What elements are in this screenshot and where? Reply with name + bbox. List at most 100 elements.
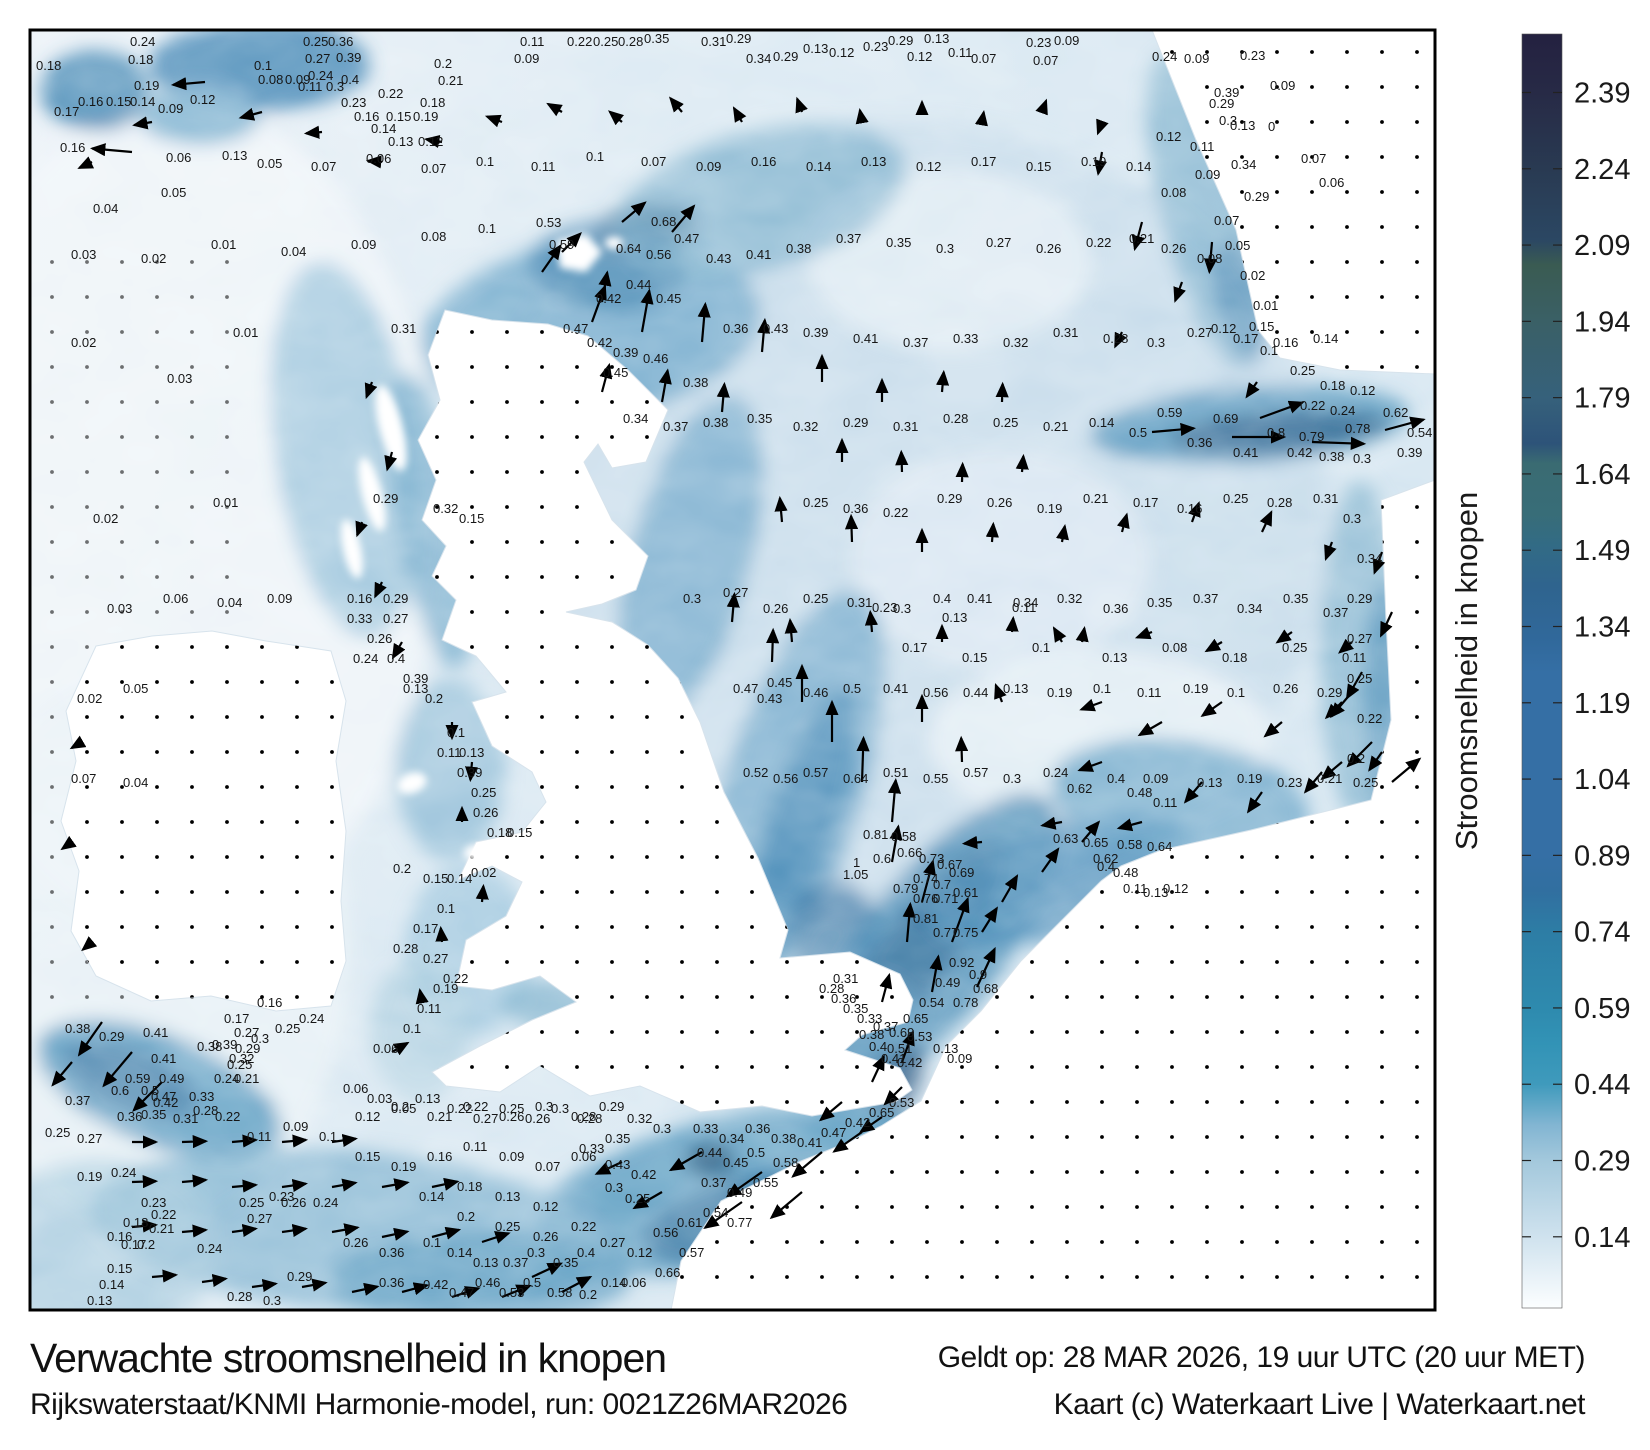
current-arrow	[281, 1134, 309, 1148]
speed-label: 0.1	[1227, 685, 1245, 700]
speed-label: 0.3	[1219, 113, 1237, 128]
land-continental-europe	[670, 479, 1435, 1310]
speed-label: 0.22	[571, 1219, 596, 1234]
speed-label: 0.53	[499, 1285, 524, 1300]
speed-label: 0.36	[117, 1109, 142, 1124]
current-arrow	[902, 901, 916, 943]
speed-label: 0.19	[77, 1169, 102, 1184]
speed-label: 0.53	[536, 215, 561, 230]
speed-label: 0.92	[949, 955, 974, 970]
current-arrow	[671, 204, 696, 233]
current-arrow	[355, 520, 368, 538]
speed-label: 0.39	[212, 1037, 237, 1052]
colorbar-tick-label: 1.49	[1574, 535, 1630, 567]
speed-label: 0.26	[281, 1195, 306, 1210]
current-arrow	[621, 201, 647, 223]
current-arrow	[1246, 791, 1263, 814]
speed-label: 0.08	[1162, 640, 1187, 655]
speed-label: 0.57	[963, 765, 988, 780]
speed-label: 0.15	[423, 871, 448, 886]
speed-label: 0.38	[859, 1027, 884, 1042]
speed-label: 0.1	[319, 1129, 337, 1144]
speed-label: 0.26	[473, 805, 498, 820]
current-arrow	[484, 114, 503, 128]
speed-label: 0.77	[727, 1215, 752, 1230]
speed-label: 0.13	[495, 1189, 520, 1204]
current-arrow	[281, 1223, 308, 1238]
speed-label: 0.13	[1143, 885, 1168, 900]
speed-label: 0.01	[213, 495, 238, 510]
speed-label: 0.41	[883, 681, 908, 696]
current-arrow	[1303, 771, 1323, 794]
speed-label: 0.2	[434, 56, 452, 71]
speed-label: 0.37	[65, 1093, 90, 1108]
speed-label: 0.21	[427, 1109, 452, 1124]
speed-label: 0.78	[1345, 421, 1370, 436]
speed-label: 0.25	[993, 415, 1018, 430]
speed-label: 0.15	[355, 1149, 380, 1164]
speed-label: 0.09	[1184, 51, 1209, 66]
speed-label: 0.01	[233, 325, 258, 340]
speed-label: 0.17	[971, 154, 996, 169]
speed-label: 0.57	[803, 765, 828, 780]
speed-label: 0.3	[251, 1031, 269, 1046]
speed-label: 0.34	[1357, 551, 1382, 566]
speed-label: 0.12	[533, 1199, 558, 1214]
current-arrow	[1259, 400, 1305, 420]
speed-label: 0.03	[367, 1091, 392, 1106]
current-arrow	[1203, 241, 1218, 275]
speed-label: 0.13	[1230, 118, 1255, 133]
current-arrow	[1075, 626, 1089, 643]
speed-label: 0.09	[1270, 78, 1295, 93]
speed-label: 0.09	[285, 72, 310, 87]
colorbar-tick-label: 0.14	[1574, 1222, 1630, 1254]
island-hebrides-3	[341, 519, 363, 579]
speed-label: 0.25	[1353, 775, 1378, 790]
speed-label: 0.27	[234, 1025, 259, 1040]
current-arrow	[1041, 847, 1060, 873]
speed-label: 0.1	[586, 149, 604, 164]
speed-label: 0.13	[415, 1091, 440, 1106]
speed-label: 0.37	[873, 1019, 898, 1034]
speed-label: 0.31	[1053, 325, 1078, 340]
speed-label: 0.58	[891, 829, 916, 844]
map-area: 0.180.240.180.190.170.16 0.150.14 0.120.09…	[30, 30, 1435, 1310]
speed-label: 0.22	[215, 1109, 240, 1124]
current-arrow	[1245, 381, 1260, 399]
speed-label: 0.54	[703, 1205, 728, 1220]
speed-label: 0.21	[234, 1071, 259, 1086]
speed-label: 0.21	[1043, 419, 1068, 434]
colorbar-tick-label: 1.34	[1574, 611, 1630, 643]
speed-label: 0.28	[1103, 331, 1128, 346]
speed-label: 0	[1268, 119, 1275, 134]
speed-label: 0.41	[881, 1051, 906, 1066]
speed-label: 0.41	[746, 247, 771, 262]
current-arrow	[871, 1054, 885, 1083]
speed-label: 0.42	[423, 1277, 448, 1292]
speed-label: 0.5	[1129, 425, 1147, 440]
current-arrow	[856, 735, 870, 783]
current-arrow	[598, 270, 612, 303]
speed-label: 0.33	[347, 611, 372, 626]
speed-label: 0.64	[843, 771, 868, 786]
speed-label: 0.19	[433, 981, 458, 996]
current-arrow	[1096, 118, 1109, 136]
footer: Verwachte stroomsnelheid in knopen Rijks…	[30, 1335, 1587, 1421]
current-arrow	[1131, 221, 1145, 252]
current-arrow	[1275, 629, 1293, 644]
speed-label: 0.41	[1233, 445, 1258, 460]
speed-label: 0.19	[1047, 685, 1072, 700]
speed-label: 0.37	[503, 1255, 528, 1270]
current-arrow	[1151, 422, 1196, 437]
speed-label: 0.24	[214, 1071, 239, 1086]
speed-label: 0.16	[1177, 501, 1202, 516]
speed-label: 0.12	[418, 134, 443, 149]
speed-label: 0.31	[391, 321, 416, 336]
speed-label: 0.69	[889, 1025, 914, 1040]
speed-label: 0.47	[563, 321, 588, 336]
speed-label: 0.66	[655, 1265, 680, 1280]
speed-label: 0.42	[897, 1055, 922, 1070]
speed-label: 0.25	[1290, 363, 1315, 378]
current-arrow	[950, 896, 970, 943]
speed-label: 0.34	[746, 51, 771, 66]
